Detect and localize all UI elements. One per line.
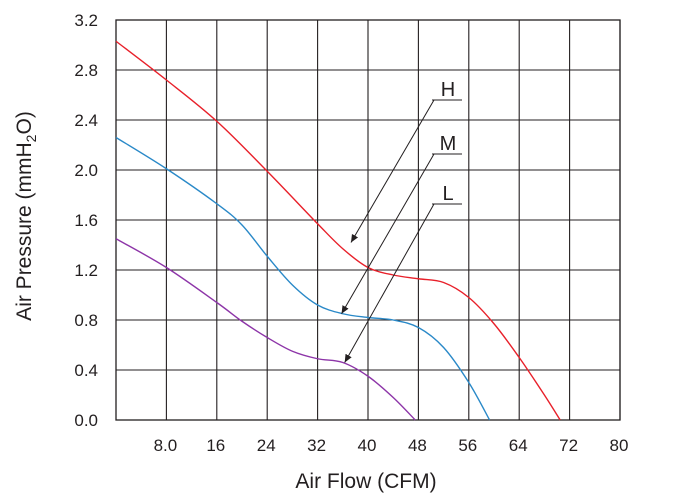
- x-tick-label: 40: [358, 436, 377, 455]
- callout-arrow-L: [344, 203, 435, 363]
- x-axis-title: Air Flow (CFM): [295, 470, 436, 493]
- callout-arrow-M: [341, 153, 435, 315]
- y-tick-label: 1.6: [74, 211, 98, 230]
- series-H-line: [115, 40, 561, 421]
- x-tick-label: 64: [509, 436, 528, 455]
- series-L-line: [115, 238, 416, 421]
- callouts: H M L: [341, 79, 462, 363]
- grid-lines: [115, 19, 621, 421]
- x-tick-label: 56: [458, 436, 477, 455]
- y-axis-tick-labels: 0.0 0.4 0.8 1.2 1.6 2.0 2.4 2.8 3.2: [74, 11, 98, 430]
- x-tick-label: 16: [206, 436, 225, 455]
- plot-series: [115, 40, 561, 421]
- series-M-line: [115, 136, 491, 421]
- y-axis-title-subscript: 2: [23, 134, 39, 142]
- callout-label-L: L: [442, 183, 453, 205]
- callout-label-M: M: [440, 133, 457, 155]
- y-tick-label: 0.4: [74, 361, 98, 380]
- y-tick-label: 2.0: [74, 161, 98, 180]
- x-tick-label: 24: [257, 436, 276, 455]
- callout-label-H: H: [441, 79, 455, 101]
- x-tick-label: 72: [559, 436, 578, 455]
- y-tick-label: 0.8: [74, 311, 98, 330]
- callout-arrow-H: [350, 99, 435, 243]
- x-tick-label: 8.0: [154, 436, 178, 455]
- y-tick-label: 1.2: [74, 261, 98, 280]
- y-axis-title: Air Pressure (mmH2O): [13, 111, 39, 321]
- y-axis-title-end: O): [13, 111, 36, 134]
- x-tick-label: 80: [610, 436, 629, 455]
- x-tick-label: 32: [307, 436, 326, 455]
- y-axis-title-main: Air Pressure (mmH: [13, 142, 36, 321]
- x-tick-label: 48: [408, 436, 427, 455]
- y-tick-label: 2.8: [74, 61, 98, 80]
- y-tick-label: 3.2: [74, 11, 98, 30]
- y-tick-label: 2.4: [74, 111, 98, 130]
- x-axis-tick-labels: 8.0 16 24 32 40 48 56 64 72 80: [154, 436, 629, 455]
- y-tick-label: 0.0: [74, 411, 98, 430]
